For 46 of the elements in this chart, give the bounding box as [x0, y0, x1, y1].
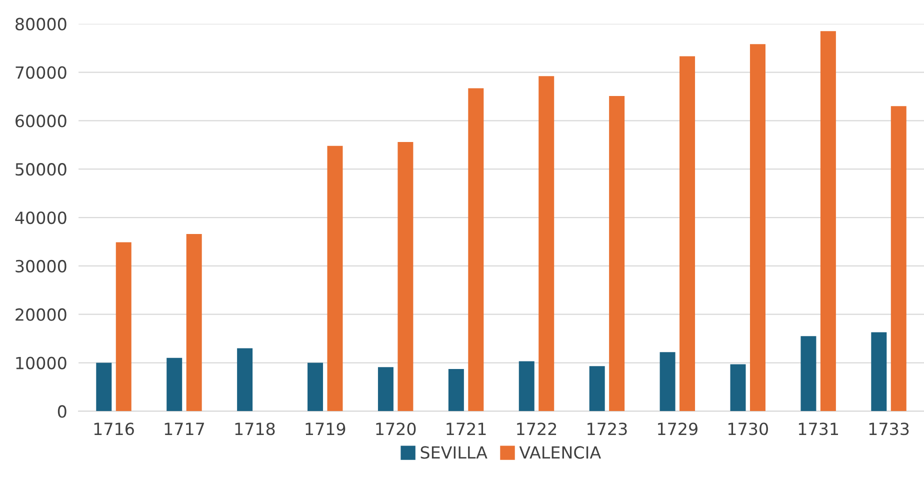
- bar: [871, 332, 887, 412]
- x-tick-label: 1729: [658, 422, 698, 436]
- bar: [609, 96, 625, 412]
- x-tick-label: 1716: [94, 422, 134, 436]
- x-tick-label: 1721: [446, 422, 486, 435]
- x-tick-label: 1733: [869, 422, 909, 436]
- bar: [116, 242, 132, 412]
- y-tick-label: 30000: [16, 260, 66, 272]
- bar: [237, 348, 253, 412]
- y-tick-label: 10000: [16, 356, 66, 370]
- bar: [800, 336, 816, 412]
- y-tick-label: 0: [58, 405, 66, 418]
- bar: [327, 146, 343, 412]
- bar: [518, 361, 534, 412]
- y-tick-label: 20000: [16, 308, 66, 321]
- x-tick-label: 1723: [588, 422, 627, 436]
- bar: [680, 56, 696, 412]
- y-tick-label: 50000: [16, 163, 66, 176]
- bar: [730, 364, 746, 412]
- bar: [589, 366, 605, 412]
- bar: [186, 234, 202, 412]
- bar: [166, 358, 182, 412]
- y-tick-label: 70000: [16, 66, 66, 79]
- bar: [538, 76, 554, 412]
- x-tick-label: 1730: [728, 422, 768, 436]
- x-tick-label: 1718: [235, 422, 275, 436]
- bar: [398, 142, 414, 412]
- x-tick-label: 1720: [376, 422, 416, 436]
- bar: [468, 88, 484, 412]
- x-tick-label: 1731: [798, 422, 838, 436]
- legend-label: VALENCIA: [519, 446, 602, 459]
- x-tick-label: 1717: [164, 422, 204, 435]
- bar: [448, 369, 464, 412]
- legend-label: SEVILLA: [420, 446, 488, 459]
- bar: [660, 352, 676, 412]
- bar: [378, 367, 394, 412]
- bar: [820, 31, 836, 412]
- x-tick-label: 1722: [517, 422, 556, 435]
- y-tick-label: 60000: [16, 114, 66, 128]
- y-tick-label: 40000: [15, 211, 66, 224]
- bar: [750, 44, 766, 412]
- x-tick-label: 1719: [306, 422, 346, 436]
- bar: [890, 106, 906, 412]
- bar: [96, 362, 112, 412]
- bar: [308, 362, 324, 412]
- y-tick-label: 80000: [16, 18, 66, 30]
